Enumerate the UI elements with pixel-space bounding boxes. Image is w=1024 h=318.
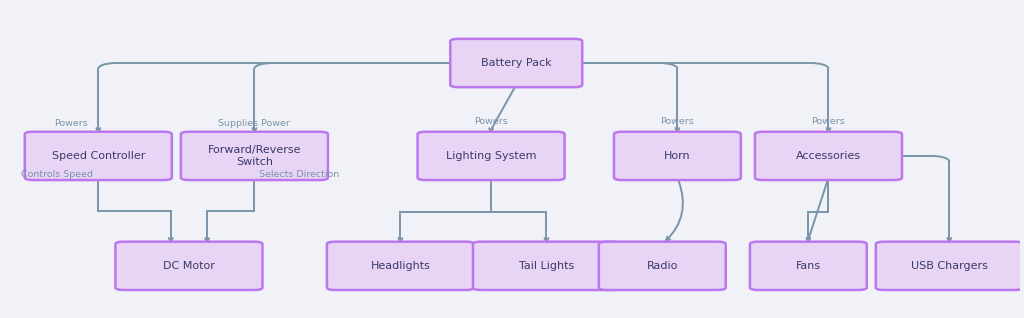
Text: Forward/Reverse
Switch: Forward/Reverse Switch: [208, 145, 301, 167]
Text: Fans: Fans: [796, 261, 821, 271]
FancyBboxPatch shape: [876, 242, 1023, 290]
Text: Powers: Powers: [54, 119, 88, 128]
Text: Headlights: Headlights: [371, 261, 430, 271]
Text: Powers: Powers: [812, 117, 846, 127]
Text: Powers: Powers: [474, 117, 508, 127]
Text: DC Motor: DC Motor: [163, 261, 215, 271]
Text: Selects Direction: Selects Direction: [259, 170, 340, 179]
FancyBboxPatch shape: [750, 242, 866, 290]
Text: Speed Controller: Speed Controller: [51, 151, 145, 161]
FancyBboxPatch shape: [755, 132, 902, 180]
FancyBboxPatch shape: [599, 242, 726, 290]
Text: Controls Speed: Controls Speed: [22, 170, 93, 179]
Text: Lighting System: Lighting System: [445, 151, 537, 161]
FancyBboxPatch shape: [181, 132, 328, 180]
FancyBboxPatch shape: [25, 132, 172, 180]
Text: Supplies Power: Supplies Power: [218, 119, 291, 128]
FancyBboxPatch shape: [614, 132, 740, 180]
Text: Accessories: Accessories: [796, 151, 861, 161]
Text: USB Chargers: USB Chargers: [911, 261, 988, 271]
FancyBboxPatch shape: [327, 242, 474, 290]
Text: Tail Lights: Tail Lights: [519, 261, 574, 271]
Text: Powers: Powers: [660, 117, 694, 127]
FancyBboxPatch shape: [473, 242, 620, 290]
FancyBboxPatch shape: [451, 39, 583, 87]
FancyBboxPatch shape: [116, 242, 262, 290]
Text: Radio: Radio: [646, 261, 678, 271]
Text: Battery Pack: Battery Pack: [481, 58, 552, 68]
FancyBboxPatch shape: [418, 132, 564, 180]
Text: Horn: Horn: [665, 151, 691, 161]
